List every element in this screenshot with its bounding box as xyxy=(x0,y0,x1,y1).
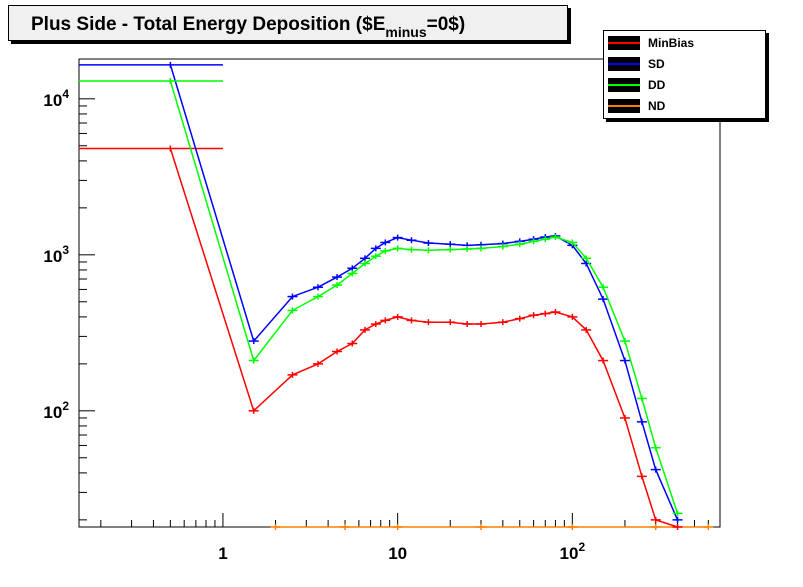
chart-title: Plus Side - Total Energy Deposition ($Em… xyxy=(31,14,465,40)
tick-labels: 1 10 102 102 103 104 xyxy=(43,87,585,563)
x-tick-label: 10 xyxy=(388,544,407,563)
legend-swatch-dd xyxy=(608,78,640,92)
series-line xyxy=(169,64,679,521)
legend-item-minbias: MinBias xyxy=(608,34,758,52)
series-sd xyxy=(79,61,683,523)
y-tick-label: 104 xyxy=(43,87,69,110)
chart-title-box: Plus Side - Total Energy Deposition ($Em… xyxy=(8,5,568,41)
legend-label-nd: ND xyxy=(648,99,666,113)
legend-swatch-sd xyxy=(608,57,640,71)
legend-swatch-nd xyxy=(608,99,640,113)
x-tick-label: 102 xyxy=(560,540,586,563)
y-tick-label: 103 xyxy=(43,243,69,266)
legend-item-nd: ND xyxy=(608,97,758,115)
legend-item-dd: DD xyxy=(608,76,758,94)
legend-label-dd: DD xyxy=(648,78,666,92)
series-nd xyxy=(270,524,714,530)
chart-title-subscript: minus xyxy=(385,24,427,40)
x-tick-label: 1 xyxy=(218,544,227,563)
legend: MinBias SD DD ND xyxy=(603,30,766,119)
series-dd xyxy=(79,78,683,517)
legend-label-sd: SD xyxy=(648,57,665,71)
y-tick-label: 102 xyxy=(43,399,69,422)
axis-ticks xyxy=(79,98,721,527)
series-minbias xyxy=(79,145,683,530)
series-group xyxy=(79,61,714,530)
legend-label-minbias: MinBias xyxy=(648,36,695,50)
chart-title-main: Plus Side - Total Energy Deposition ($E xyxy=(31,14,386,35)
chart-title-tail: =0$) xyxy=(426,14,466,35)
plot-frame xyxy=(78,58,721,528)
legend-item-sd: SD xyxy=(608,55,758,73)
legend-swatch-minbias xyxy=(608,36,640,50)
